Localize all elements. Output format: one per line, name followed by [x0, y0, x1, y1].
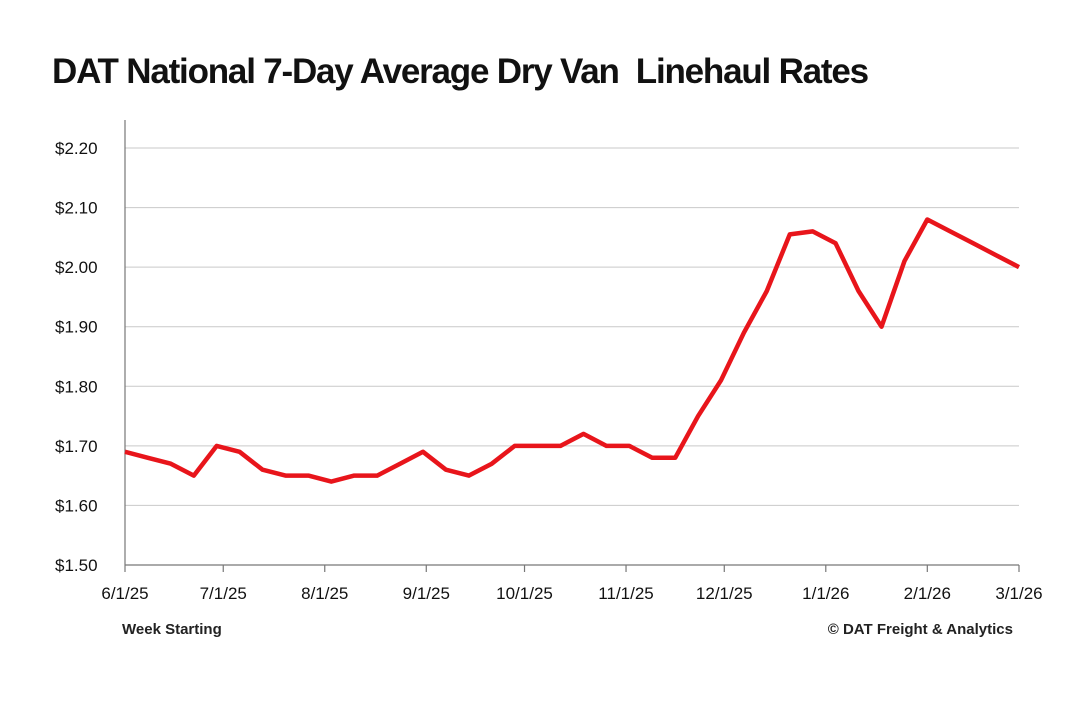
series-layer [124, 217, 1021, 484]
series-line-0 [124, 217, 1021, 484]
chart-title: DAT National 7-Day Average Dry Van Lineh… [52, 52, 869, 91]
x-tick-label: 8/1/25 [301, 584, 348, 603]
x-axis: 6/1/25 7/1/25 8/1/25 9/1/25 10/1/25 11/1/25 12… [101, 564, 1043, 603]
y-tick-label: $1.70 [55, 437, 98, 456]
x-tick-label: 1/1/26 [802, 584, 849, 603]
gridlines [125, 147, 1019, 506]
x-tick-label: 10/1/25 [496, 584, 553, 603]
y-tick-label: $2.20 [55, 139, 98, 158]
y-tick-label: $1.50 [55, 556, 98, 575]
x-tick-label: 11/1/25 [598, 584, 653, 603]
y-tick-label: $1.80 [55, 377, 98, 396]
y-axis: $1.50 $1.60 $1.70 $1.80 $1.90 $2.00 $2.10 $2.20 [55, 120, 126, 575]
x-tick-label: 9/1/25 [403, 584, 450, 603]
x-tick-label: 12/1/25 [696, 584, 753, 603]
y-tick-label: $2.10 [55, 199, 98, 218]
x-axis-label: Week Starting [122, 621, 222, 638]
y-tick-label: $1.90 [55, 318, 98, 337]
copyright-note: © DAT Freight & Analytics [827, 621, 1013, 638]
x-tick-label: 6/1/25 [101, 584, 148, 603]
x-tick-label: 3/1/26 [995, 584, 1042, 603]
y-tick-label: $1.60 [55, 496, 98, 515]
y-tick-label: $2.00 [55, 258, 98, 277]
x-tick-label: 2/1/26 [904, 584, 951, 603]
x-tick-label: 7/1/25 [200, 584, 247, 603]
